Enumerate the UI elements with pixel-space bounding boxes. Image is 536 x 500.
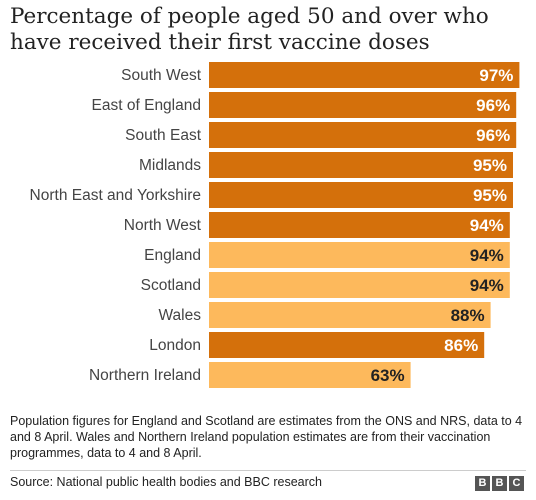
value-label: 95% (473, 156, 507, 175)
value-label: 86% (444, 336, 478, 355)
category-label: South West (121, 67, 202, 84)
category-label: Northern Ireland (89, 367, 201, 384)
category-label: North West (124, 217, 202, 234)
bbc-logo: B B C (475, 476, 524, 491)
value-label: 94% (470, 216, 504, 235)
bar-england (209, 242, 510, 268)
bar-south-east (209, 122, 517, 148)
bar-north-west (209, 212, 510, 238)
value-label: 96% (476, 126, 510, 145)
value-label: 96% (476, 96, 510, 115)
category-label: Wales (159, 307, 202, 324)
bbc-logo-letter-c: C (509, 476, 524, 491)
bar-north-east-and-yorkshire (209, 182, 513, 208)
value-label: 94% (470, 276, 504, 295)
bar-northern-ireland (209, 362, 411, 388)
bar-london (209, 332, 485, 358)
footer-divider (10, 470, 526, 471)
footnote: Population figures for England and Scotl… (10, 414, 523, 460)
bar-chart: South West 97% East of England 96% South Eas… (30, 62, 520, 388)
category-label: Midlands (139, 157, 201, 174)
category-label: East of England (92, 97, 201, 114)
bbc-logo-letter-b1: B (475, 476, 490, 491)
bar-south-west (209, 62, 520, 88)
bar-midlands (209, 152, 513, 178)
chart-title: Percentage of people aged 50 and over wh… (10, 4, 489, 55)
value-label: 97% (479, 66, 513, 85)
value-label: 95% (473, 186, 507, 205)
category-label: London (149, 337, 201, 354)
bbc-logo-letter-b2: B (492, 476, 507, 491)
value-label: 88% (451, 306, 485, 325)
bar-wales (209, 302, 491, 328)
source-text: Source: National public health bodies an… (10, 475, 322, 489)
category-label: North East and Yorkshire (30, 187, 201, 204)
category-label: South East (125, 127, 202, 144)
bar-east-of-england (209, 92, 517, 118)
bar-scotland (209, 272, 510, 298)
value-label: 94% (470, 246, 504, 265)
category-label: Scotland (141, 277, 201, 294)
category-label: England (144, 247, 201, 264)
value-label: 63% (371, 366, 405, 385)
